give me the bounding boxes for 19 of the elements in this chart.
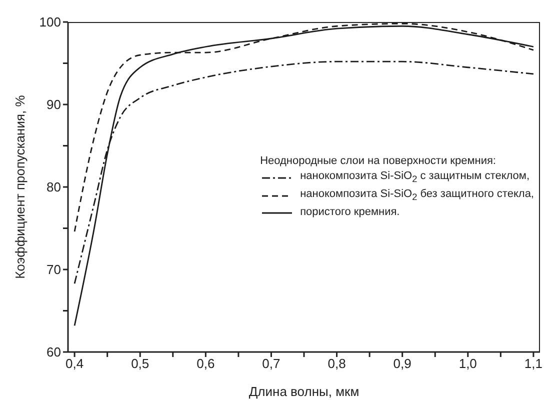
legend-label: нанокомпозита Si-SiO$_{2}$ с защитным стеклом, — [300, 169, 530, 186]
x-tick-label: 0,5 — [131, 356, 150, 372]
x-tick-label: 0,6 — [196, 356, 215, 372]
legend-title: Неоднородные слои на поверхности кремния: — [260, 154, 497, 169]
y-axis-title: Коэффициент пропускания, % — [12, 94, 28, 279]
legend-label: пористого кремния. — [300, 205, 400, 220]
y-tick-label: 90 — [46, 97, 61, 112]
y-tick-label: 80 — [46, 180, 61, 195]
x-tick-label: 1,1 — [524, 356, 542, 372]
y-tick-label: 60 — [46, 344, 61, 360]
y-tick-label: 100 — [39, 14, 61, 30]
y-tick-label: 70 — [46, 262, 61, 278]
x-tick-label: 0,4 — [66, 356, 84, 372]
x-tick-label: 0,9 — [393, 356, 412, 372]
legend-label: нанокомпозита Si-SiO$_{2}$ без защитного стекла, — [300, 187, 534, 204]
x-tick-label: 0,8 — [328, 356, 346, 372]
x-tick-label: 0,7 — [262, 356, 280, 372]
x-tick-label: 1,0 — [458, 356, 477, 372]
x-axis-title: Длина волны, мкм — [248, 384, 360, 399]
